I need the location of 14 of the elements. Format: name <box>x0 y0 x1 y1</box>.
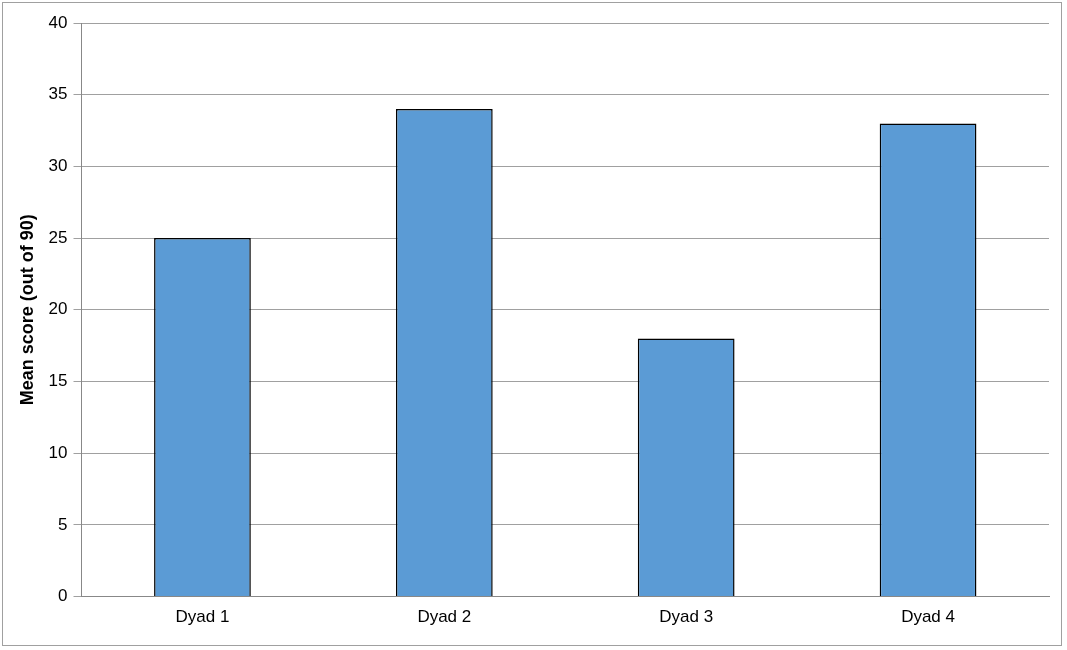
y-tick-label: 25 <box>48 227 68 247</box>
y-tick-label: 0 <box>58 586 68 606</box>
x-tick-label: Dyad 3 <box>659 607 714 627</box>
y-tick-label: 35 <box>48 84 68 104</box>
x-tick-label: Dyad 2 <box>417 607 472 627</box>
y-tick-label: 40 <box>48 12 68 32</box>
y-axis-title: Mean score (out of 90) <box>16 214 37 406</box>
y-tick-label: 30 <box>48 156 68 176</box>
y-tick-label: 10 <box>48 442 68 462</box>
y-tick-label: 15 <box>48 371 68 391</box>
x-tick-label: Dyad 4 <box>901 607 955 627</box>
y-tick-label: 5 <box>58 514 68 534</box>
y-tick-label: 20 <box>48 299 68 319</box>
x-tick-label: Dyad 1 <box>175 607 230 627</box>
